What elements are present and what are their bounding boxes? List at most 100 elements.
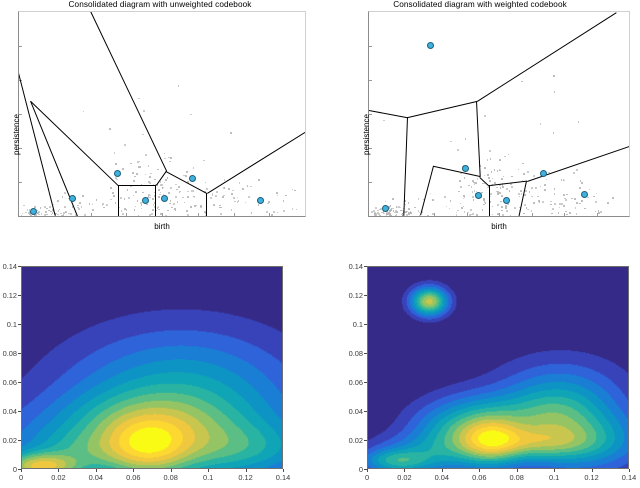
persistence-point <box>50 210 52 213</box>
persistence-point <box>120 210 123 212</box>
persistence-point <box>525 207 528 209</box>
codebook-center-marker[interactable] <box>68 195 76 203</box>
codebook-center-marker[interactable] <box>503 196 511 204</box>
codebook-center-marker[interactable] <box>30 208 37 216</box>
persistence-point <box>246 185 249 187</box>
persistence-point <box>169 157 172 160</box>
heatmap-yaxis-tick-label: 0.08 <box>2 349 17 358</box>
codebook-center-marker[interactable] <box>382 205 390 213</box>
codebook-center-marker[interactable] <box>540 170 548 178</box>
persistence-point <box>125 209 128 212</box>
persistence-point <box>574 198 576 201</box>
codebook-center-marker[interactable] <box>142 196 150 204</box>
persistence-point <box>501 209 503 212</box>
persistence-point <box>388 211 390 214</box>
persistence-point <box>517 168 520 171</box>
persistence-point <box>48 209 50 212</box>
persistence-point <box>600 211 602 214</box>
persistence-point <box>450 140 452 143</box>
persistence-point <box>496 186 499 189</box>
heatmap-yaxis-tick <box>364 324 367 325</box>
codebook-center-marker[interactable] <box>256 196 264 204</box>
persistence-point <box>248 196 250 198</box>
persistence-point <box>486 159 489 161</box>
persistence-point <box>499 187 502 190</box>
heatmap-yaxis-tick <box>18 324 21 325</box>
codebook-center-marker[interactable] <box>189 174 197 182</box>
codebook-center-marker[interactable] <box>475 192 483 200</box>
persistence-point <box>531 195 534 198</box>
persistence-point <box>398 206 400 209</box>
heatmap-yaxis-tick <box>18 382 21 383</box>
voronoi-edge <box>433 165 481 177</box>
voronoi-edge <box>154 185 156 216</box>
panel-bottom-right: 0 0.02 0.04 0.06 0.08 0.1 0.12 0.14 0 0.02 0.04 0.0… <box>320 255 640 488</box>
persistence-point <box>169 200 172 202</box>
persistence-point <box>102 203 105 205</box>
persistence-point <box>124 144 126 147</box>
persistence-point <box>468 184 470 187</box>
codebook-center-marker[interactable] <box>462 164 470 172</box>
persistence-point <box>258 179 260 181</box>
persistence-point <box>563 179 565 182</box>
heatmap-xaxis-tick <box>245 469 247 472</box>
persistence-point <box>159 181 162 183</box>
persistence-point <box>212 204 215 206</box>
persistence-point <box>473 190 476 192</box>
heatmap-xaxis-tick <box>441 469 443 472</box>
persistence-point <box>167 209 169 212</box>
persistence-point <box>191 190 193 192</box>
persistence-point <box>497 204 499 206</box>
xaxis-tick <box>531 213 533 216</box>
persistence-point <box>552 132 555 134</box>
persistence-point <box>28 209 31 211</box>
persistence-point <box>463 177 466 179</box>
persistence-point <box>110 187 112 190</box>
yaxis-tick <box>369 46 372 47</box>
persistence-point <box>112 194 115 197</box>
codebook-center-marker[interactable] <box>426 42 434 50</box>
yaxis-tick <box>19 114 22 115</box>
heatmap-yaxis-tick <box>18 469 21 470</box>
persistence-point <box>95 199 98 201</box>
persistence-point <box>401 213 403 216</box>
codebook-center-marker[interactable] <box>581 190 589 198</box>
heatmap-xaxis-tick-label: 0.06 <box>126 473 141 482</box>
heatmap-xaxis-tick-label: 0.14 <box>275 473 291 482</box>
persistence-point <box>489 150 491 152</box>
heatmap-xaxis-tick-label: 0.06 <box>472 473 487 482</box>
persistence-point <box>502 186 504 188</box>
persistence-point <box>538 200 540 202</box>
persistence-point <box>374 213 376 216</box>
heatmap-xaxis-tick <box>367 469 368 472</box>
persistence-point <box>148 194 150 196</box>
codebook-center-marker[interactable] <box>113 170 121 178</box>
persistence-point <box>501 214 504 216</box>
persistence-point <box>34 213 36 216</box>
persistence-point <box>501 185 504 187</box>
heatmap-yaxis-tick-label: 0.06 <box>348 378 363 387</box>
persistence-point <box>182 196 184 199</box>
persistence-point <box>387 212 389 215</box>
persistence-point <box>157 206 160 208</box>
persistence-point <box>581 200 583 203</box>
persistence-point <box>179 190 182 193</box>
persistence-point <box>237 200 240 202</box>
codebook-center-marker[interactable] <box>160 195 168 203</box>
persistence-point <box>140 184 143 186</box>
persistence-point <box>65 211 68 213</box>
persistence-point <box>379 214 382 216</box>
persistence-point <box>458 190 461 193</box>
heatmap-yaxis-tick <box>18 440 21 441</box>
persistence-point <box>156 184 159 186</box>
heatmap-yaxis-tick-label: 0.12 <box>348 291 363 300</box>
persistence-point <box>178 191 181 193</box>
persistence-point <box>429 192 432 195</box>
persistence-point <box>521 179 524 182</box>
persistence-point <box>395 214 398 216</box>
persistence-point <box>158 196 160 198</box>
persistence-point <box>380 208 382 210</box>
xaxis-tick <box>233 213 235 216</box>
heatmap-yaxis-tick-label: 0.14 <box>348 262 363 271</box>
heatmap-yaxis-tick-label: 0 <box>358 465 363 474</box>
